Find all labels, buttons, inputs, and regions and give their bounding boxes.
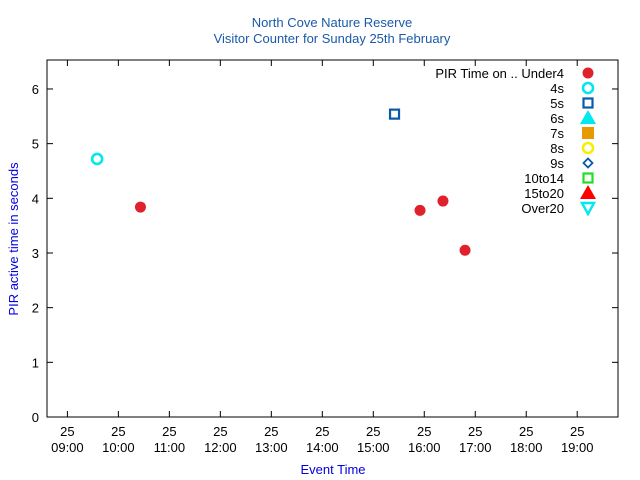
y-tick-label: 1 — [32, 355, 39, 370]
legend-marker-over20 — [579, 201, 597, 217]
legend-label: 9s — [550, 156, 564, 171]
legend-label: 8s — [550, 141, 564, 156]
legend-label: 5s — [550, 96, 564, 111]
x-tick-label-day: 25 — [519, 424, 533, 439]
x-tick-label-day: 25 — [60, 424, 74, 439]
legend-marker-9s — [582, 157, 594, 169]
data-point-under4 — [459, 244, 471, 256]
y-tick-label: 0 — [32, 410, 39, 425]
legend-marker-15to20 — [580, 185, 596, 199]
legend-marker-6s — [580, 110, 596, 124]
plot-border — [46, 59, 619, 418]
x-tick-label-day: 25 — [315, 424, 329, 439]
legend-label: 7s — [550, 126, 564, 141]
legend-marker-5s — [582, 97, 594, 109]
x-tick-label-time: 14:00 — [306, 440, 339, 455]
x-tick-label-time: 10:00 — [102, 440, 135, 455]
legend-marker-4s — [581, 81, 595, 95]
x-tick-label-day: 25 — [366, 424, 380, 439]
x-tick-label-time: 19:00 — [561, 440, 594, 455]
chart-title-line2: Visitor Counter for Sunday 25th February — [214, 31, 451, 46]
legend-marker-7s — [582, 127, 594, 139]
legend-label: 10to14 — [524, 171, 564, 186]
data-point-under4 — [414, 204, 426, 216]
y-tick-label: 2 — [32, 301, 39, 316]
y-tick-label: 6 — [32, 82, 39, 97]
y-tick-label: 5 — [32, 137, 39, 152]
legend-marker-under4 — [582, 67, 594, 79]
x-tick-label-day: 25 — [570, 424, 584, 439]
chart-title-line1: North Cove Nature Reserve — [252, 15, 412, 30]
x-tick-label-time: 18:00 — [510, 440, 543, 455]
legend-label: 15to20 — [524, 186, 564, 201]
x-tick-label-time: 09:00 — [51, 440, 84, 455]
x-tick-label-day: 25 — [111, 424, 125, 439]
legend-label: Over20 — [521, 201, 564, 216]
x-tick-label-time: 16:00 — [408, 440, 441, 455]
y-tick-label: 4 — [32, 191, 39, 206]
y-tick-label: 3 — [32, 246, 39, 261]
x-tick-label-day: 25 — [162, 424, 176, 439]
legend-marker-10to14 — [582, 172, 594, 184]
x-tick-label-day: 25 — [417, 424, 431, 439]
x-tick-label-time: 12:00 — [204, 440, 237, 455]
legend-label: 6s — [550, 111, 564, 126]
x-tick-label-day: 25 — [468, 424, 482, 439]
x-tick-label-day: 25 — [264, 424, 278, 439]
x-tick-label-time: 15:00 — [357, 440, 390, 455]
x-tick-label-time: 13:00 — [255, 440, 288, 455]
data-point-under4 — [437, 195, 449, 207]
data-point-under4 — [134, 201, 146, 213]
legend-marker-8s — [581, 141, 595, 155]
x-tick-label-time: 11:00 — [154, 440, 186, 455]
data-point-4s — [90, 152, 104, 166]
data-point-5s — [388, 108, 401, 120]
legend-label: 4s — [550, 81, 564, 96]
y-axis-title: PIR active time in seconds — [6, 162, 21, 316]
x-tick-label-time: 17:00 — [459, 440, 492, 455]
legend-label: PIR Time on .. Under4 — [435, 66, 564, 81]
x-axis-title: Event Time — [300, 462, 365, 477]
x-tick-label-day: 25 — [213, 424, 227, 439]
